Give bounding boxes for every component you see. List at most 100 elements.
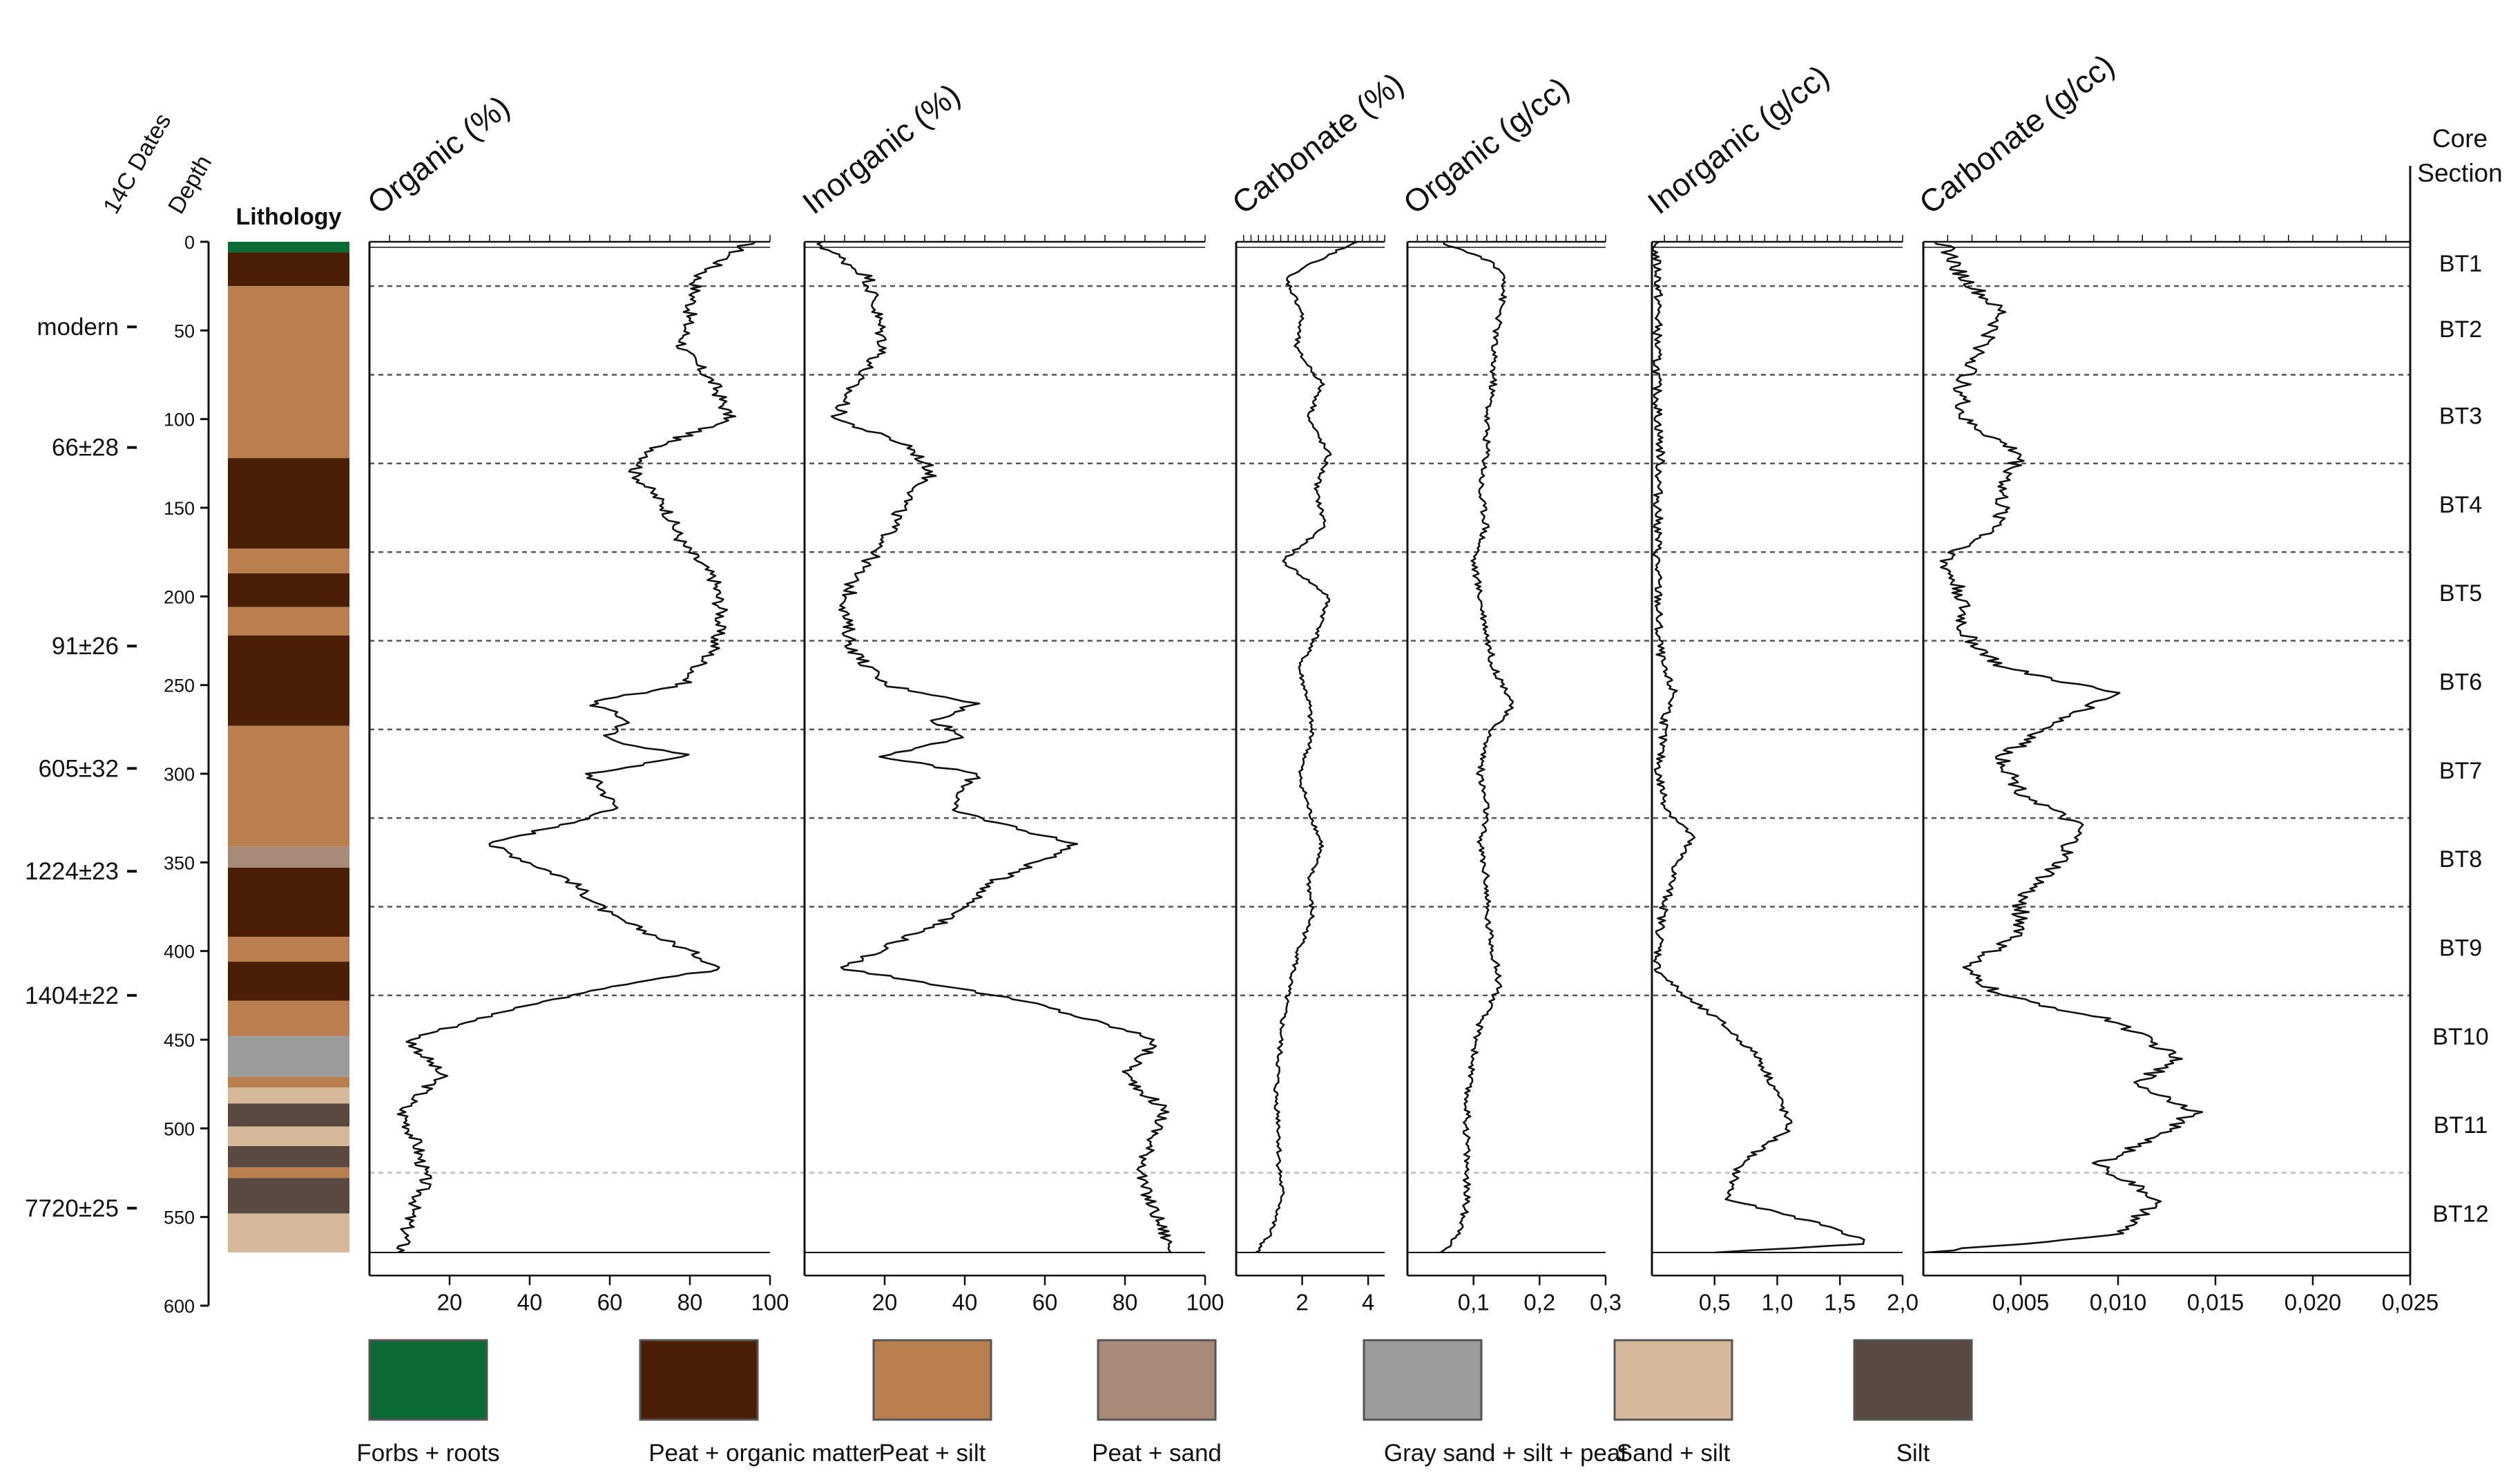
lithology-unit [228, 286, 349, 459]
lithology-unit [228, 1087, 349, 1104]
lithology-unit [228, 242, 349, 253]
panel-title: Inorganic (%) [796, 76, 967, 220]
lithology-unit [228, 1036, 349, 1077]
depth-tick-label: 50 [174, 321, 195, 341]
panel-title: Organic (g/cc) [1396, 70, 1576, 221]
date-label: 605±32 [38, 755, 119, 782]
panel-inorg_gcc: 0,5 1,0 1,5 2,0 Inorganic (g/cc) [1641, 58, 1918, 1315]
series-line-carb_gcc [1926, 241, 2204, 1254]
core-section-label: BT8 [2439, 846, 2482, 873]
x-tick-label: 0,015 [2187, 1289, 2244, 1315]
lithology-unit [228, 1103, 349, 1127]
legend-swatch [368, 1339, 488, 1421]
lithology-unit [228, 1000, 349, 1036]
lithology-unit [228, 725, 349, 847]
x-tick-label: 0,010 [2090, 1289, 2147, 1315]
date-label: 91±26 [52, 633, 119, 660]
core-section-label: BT11 [2434, 1112, 2488, 1138]
core-section-label: BT4 [2439, 492, 2482, 518]
core-section-label: BT9 [2439, 935, 2482, 962]
x-tick-label: 0,005 [1992, 1289, 2050, 1315]
depth-tick-label: 350 [164, 852, 195, 873]
lithology-unit [228, 846, 349, 868]
depth-tick-label: 0 [184, 232, 195, 253]
x-tick-label: 60 [1032, 1289, 1058, 1315]
x-tick-label: 0,025 [2382, 1289, 2439, 1315]
lithology-unit [228, 868, 349, 937]
panel-inorg_pct: 20 40 60 80 100 Inorganic (%) [796, 76, 1224, 1315]
legend-label: Forbs + roots [356, 1440, 499, 1467]
panel-carb_pct: 2 4 Carbonate (%) [1225, 66, 1410, 1315]
x-tick-label: 0,020 [2285, 1289, 2342, 1315]
panel-title: Carbonate (%) [1225, 66, 1410, 221]
lithology-unit [228, 1167, 349, 1179]
x-tick-label: 60 [597, 1289, 623, 1315]
depth-tick-label: 150 [164, 498, 195, 519]
lithology-unit [228, 1146, 349, 1168]
x-tick-label: 20 [437, 1289, 463, 1315]
legend-label: Gray sand + silt + peat [1384, 1440, 1627, 1467]
x-tick-label: 1,5 [1824, 1289, 1856, 1315]
lithology-unit [228, 937, 349, 962]
legend-label: Peat + organic matter [648, 1440, 881, 1467]
depth-tick-label: 200 [164, 587, 195, 607]
lithology-title: Lithology [236, 204, 342, 230]
panel-title: Inorganic (g/cc) [1641, 58, 1836, 221]
lithology-unit [228, 1126, 349, 1146]
lithology-unit [228, 549, 349, 573]
panel-title: Carbonate (g/cc) [1912, 47, 2121, 221]
depth-tick-label: 300 [164, 764, 195, 785]
lithology-unit [228, 962, 349, 1001]
x-tick-label: 0,3 [1590, 1289, 1622, 1315]
legend-swatch [1853, 1339, 1973, 1421]
x-tick-label: 100 [1186, 1289, 1224, 1315]
x-tick-label: 80 [677, 1289, 703, 1315]
legend-swatch [1363, 1339, 1483, 1421]
legend-swatch [639, 1339, 759, 1421]
depth-tick-label: 500 [164, 1118, 195, 1139]
depth-axis-title: Depth [163, 151, 217, 218]
lithology-unit [228, 1178, 349, 1214]
x-tick-label: 40 [952, 1289, 978, 1315]
core-section-label: BT10 [2432, 1024, 2488, 1050]
x-tick-label: 4 [1362, 1289, 1374, 1315]
series-line-inorg_gcc [1651, 240, 1865, 1254]
x-tick-label: 40 [517, 1289, 543, 1315]
lithology-unit [228, 252, 349, 287]
series-line-org_pct [396, 240, 756, 1254]
core-section-title: Core Section [2417, 124, 2502, 187]
depth-tick-label: 450 [164, 1030, 195, 1051]
depth-tick-label: 600 [164, 1296, 195, 1317]
legend-label: Silt [1896, 1440, 1930, 1467]
core-section-label: BT12 [2432, 1201, 2488, 1228]
panel-org_gcc: 0,1 0,2 0,3 Organic (g/cc) [1396, 70, 1622, 1315]
core-section-label: BT7 [2439, 758, 2482, 784]
lithology-unit [228, 635, 349, 726]
date-label: 66±28 [52, 435, 119, 461]
depth-tick-label: 400 [164, 942, 195, 962]
legend-swatch [1097, 1339, 1217, 1421]
legend-label: Sand + silt [1617, 1440, 1731, 1467]
x-tick-label: 0,1 [1458, 1289, 1490, 1315]
panel-title: Organic (%) [360, 88, 516, 221]
core-section-label: BT2 [2439, 316, 2482, 343]
lithology-unit [228, 1076, 349, 1088]
depth-tick-label: 250 [164, 676, 195, 696]
series-line-carb_pct [1255, 240, 1358, 1254]
x-tick-label: 80 [1113, 1289, 1138, 1315]
lithology-unit [228, 573, 349, 607]
x-tick-label: 20 [872, 1289, 898, 1315]
core-section-label: BT6 [2439, 669, 2482, 696]
legend-label: Peat + silt [879, 1440, 986, 1467]
x-tick-label: 0,5 [1699, 1289, 1731, 1315]
legend-swatch [1613, 1339, 1733, 1421]
series-line-org_gcc [1440, 241, 1514, 1254]
date-label: modern [37, 314, 119, 341]
core-section-label: BT5 [2439, 580, 2482, 607]
x-tick-label: 1,0 [1762, 1289, 1793, 1315]
lithology-unit [228, 458, 349, 549]
core-section-label: BT3 [2439, 403, 2482, 430]
date-label: 1224±23 [25, 858, 119, 885]
legend-label: Peat + sand [1092, 1440, 1222, 1467]
legend-swatch [872, 1339, 992, 1421]
